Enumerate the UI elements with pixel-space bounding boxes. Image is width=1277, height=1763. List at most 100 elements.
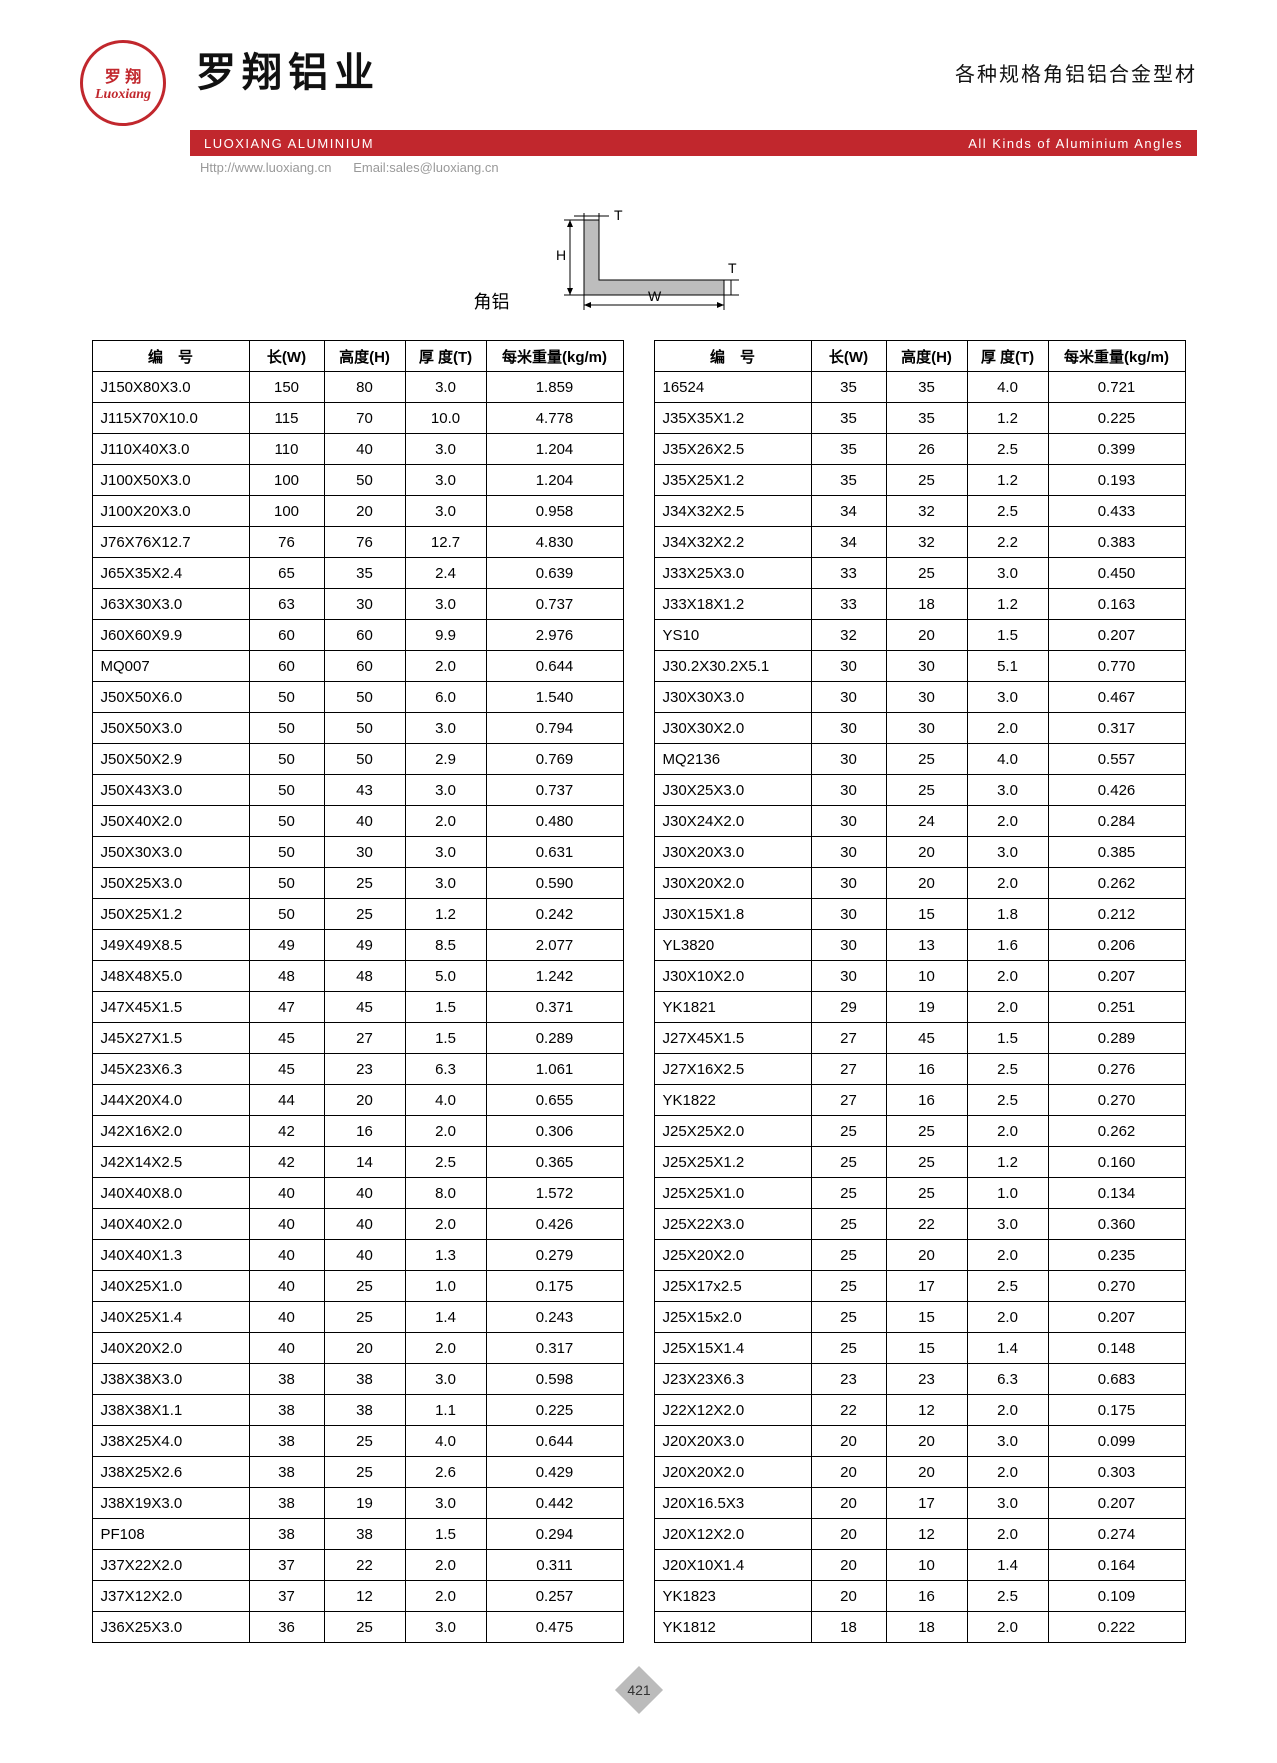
table-row: J38X38X1.138381.10.225: [92, 1395, 623, 1426]
cell-h: 40: [324, 434, 405, 465]
cell-kg: 0.175: [1048, 1395, 1185, 1426]
dim-h: H: [556, 247, 566, 263]
cell-w: 23: [811, 1364, 886, 1395]
cell-h: 12: [886, 1395, 967, 1426]
cell-kg: 2.077: [486, 930, 623, 961]
cell-t: 2.6: [405, 1457, 486, 1488]
cell-h: 35: [886, 403, 967, 434]
cell-code: J50X40X2.0: [92, 806, 249, 837]
table-row: J33X18X1.233181.20.163: [654, 589, 1185, 620]
cell-h: 60: [324, 620, 405, 651]
cell-w: 30: [811, 775, 886, 806]
table-row: MQ213630254.00.557: [654, 744, 1185, 775]
cell-t: 3.0: [967, 1209, 1048, 1240]
cell-kg: 0.235: [1048, 1240, 1185, 1271]
cell-t: 1.5: [405, 992, 486, 1023]
cell-h: 70: [324, 403, 405, 434]
cell-w: 25: [811, 1209, 886, 1240]
cell-code: J25X17x2.5: [654, 1271, 811, 1302]
table-row: PF10838381.50.294: [92, 1519, 623, 1550]
cell-w: 25: [811, 1147, 886, 1178]
cell-kg: 0.207: [1048, 961, 1185, 992]
cell-h: 45: [886, 1023, 967, 1054]
cell-t: 1.0: [967, 1178, 1048, 1209]
cell-w: 37: [249, 1581, 324, 1612]
cell-w: 27: [811, 1054, 886, 1085]
col-code: 编 号: [92, 341, 249, 372]
cell-h: 17: [886, 1271, 967, 1302]
cell-h: 32: [886, 496, 967, 527]
cell-code: J63X30X3.0: [92, 589, 249, 620]
cell-t: 2.0: [967, 1240, 1048, 1271]
cell-t: 3.0: [405, 465, 486, 496]
cell-w: 36: [249, 1612, 324, 1643]
cell-kg: 0.631: [486, 837, 623, 868]
cell-code: J30.2X30.2X5.1: [654, 651, 811, 682]
cell-w: 44: [249, 1085, 324, 1116]
cell-code: YK1812: [654, 1612, 811, 1643]
cell-t: 2.0: [967, 1457, 1048, 1488]
cell-kg: 0.225: [1048, 403, 1185, 434]
cell-t: 2.0: [405, 806, 486, 837]
cell-w: 25: [811, 1302, 886, 1333]
cell-code: J30X30X2.0: [654, 713, 811, 744]
table-row: J40X25X1.440251.40.243: [92, 1302, 623, 1333]
cell-code: J30X25X3.0: [654, 775, 811, 806]
cell-h: 26: [886, 434, 967, 465]
table-row: J27X16X2.527162.50.276: [654, 1054, 1185, 1085]
cell-kg: 0.207: [1048, 1302, 1185, 1333]
cell-code: J33X25X3.0: [654, 558, 811, 589]
cell-kg: 0.270: [1048, 1271, 1185, 1302]
cell-kg: 0.958: [486, 496, 623, 527]
table-row: J25X20X2.025202.00.235: [654, 1240, 1185, 1271]
cell-code: J45X27X1.5: [92, 1023, 249, 1054]
cell-t: 2.2: [967, 527, 1048, 558]
table-row: J35X26X2.535262.50.399: [654, 434, 1185, 465]
cell-t: 2.0: [967, 1395, 1048, 1426]
table-row: YK182129192.00.251: [654, 992, 1185, 1023]
cell-code: J38X38X1.1: [92, 1395, 249, 1426]
cell-h: 16: [886, 1581, 967, 1612]
spec-table-right: 编 号 长(W) 高度(H) 厚 度(T) 每米重量(kg/m) 1652435…: [654, 340, 1186, 1643]
cell-h: 15: [886, 1333, 967, 1364]
table-row: J30X30X3.030303.00.467: [654, 682, 1185, 713]
col-t: 厚 度(T): [967, 341, 1048, 372]
cell-code: J40X25X1.0: [92, 1271, 249, 1302]
cell-h: 50: [324, 713, 405, 744]
table-row: J37X12X2.037122.00.257: [92, 1581, 623, 1612]
cell-code: J34X32X2.5: [654, 496, 811, 527]
cell-w: 30: [811, 713, 886, 744]
table-row: J40X20X2.040202.00.317: [92, 1333, 623, 1364]
table-row: J38X19X3.038193.00.442: [92, 1488, 623, 1519]
table-row: J20X16.5X320173.00.207: [654, 1488, 1185, 1519]
cell-h: 18: [886, 589, 967, 620]
cell-kg: 0.284: [1048, 806, 1185, 837]
cell-h: 25: [886, 1116, 967, 1147]
cell-kg: 0.243: [486, 1302, 623, 1333]
cell-t: 4.0: [405, 1085, 486, 1116]
table-row: J25X17x2.525172.50.270: [654, 1271, 1185, 1302]
cell-code: J20X20X3.0: [654, 1426, 811, 1457]
email: Email:sales@luoxiang.cn: [353, 160, 498, 175]
cell-code: J25X15X1.4: [654, 1333, 811, 1364]
cell-h: 38: [324, 1364, 405, 1395]
cell-code: J30X20X2.0: [654, 868, 811, 899]
table-row: J48X48X5.048485.01.242: [92, 961, 623, 992]
cell-t: 3.0: [967, 837, 1048, 868]
table-row: J49X49X8.549498.52.077: [92, 930, 623, 961]
cell-code: J20X10X1.4: [654, 1550, 811, 1581]
cell-t: 8.0: [405, 1178, 486, 1209]
cell-h: 19: [324, 1488, 405, 1519]
cell-code: J25X22X3.0: [654, 1209, 811, 1240]
cell-kg: 1.859: [486, 372, 623, 403]
cell-w: 45: [249, 1023, 324, 1054]
cell-h: 25: [324, 1457, 405, 1488]
table-row: YK181218182.00.222: [654, 1612, 1185, 1643]
table-header-row: 编 号 长(W) 高度(H) 厚 度(T) 每米重量(kg/m): [654, 341, 1185, 372]
cell-w: 115: [249, 403, 324, 434]
cell-code: J37X12X2.0: [92, 1581, 249, 1612]
cell-w: 40: [249, 1178, 324, 1209]
cell-h: 25: [324, 1426, 405, 1457]
cell-t: 3.0: [967, 682, 1048, 713]
cell-w: 42: [249, 1147, 324, 1178]
